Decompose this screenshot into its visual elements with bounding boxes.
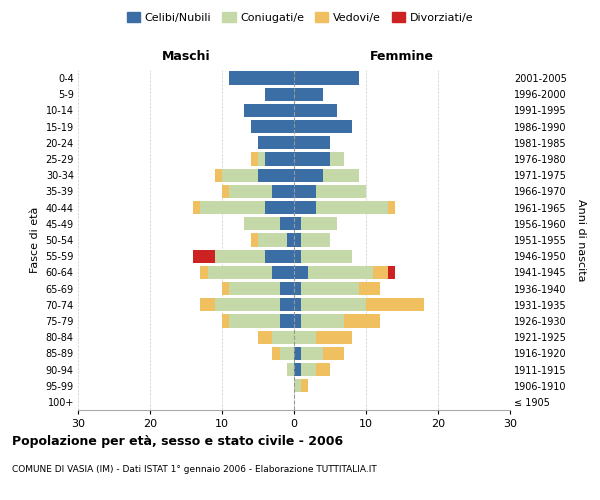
Bar <box>388 266 395 279</box>
Legend: Celibi/Nubili, Coniugati/e, Vedovi/e, Divorziati/e: Celibi/Nubili, Coniugati/e, Vedovi/e, Di… <box>122 8 478 28</box>
Bar <box>258 234 287 246</box>
Text: Femmine: Femmine <box>370 50 434 63</box>
Bar <box>301 250 352 263</box>
Bar <box>294 363 301 376</box>
Bar <box>373 266 388 279</box>
Bar <box>287 363 294 376</box>
Bar <box>308 266 373 279</box>
Bar <box>258 330 272 344</box>
Bar <box>280 346 294 360</box>
Bar <box>222 282 229 295</box>
Bar <box>280 217 294 230</box>
Y-axis label: Fasce di età: Fasce di età <box>30 207 40 273</box>
Bar <box>330 152 344 166</box>
Y-axis label: Anni di nascita: Anni di nascita <box>577 198 586 281</box>
Bar <box>272 330 294 344</box>
Bar <box>294 88 323 101</box>
Bar <box>215 298 280 312</box>
Bar <box>366 298 424 312</box>
Bar <box>301 282 359 295</box>
Bar <box>215 250 265 263</box>
Bar <box>229 314 280 328</box>
Bar <box>265 152 294 166</box>
Bar <box>301 314 344 328</box>
Bar <box>301 298 366 312</box>
Bar <box>258 152 265 166</box>
Bar <box>294 379 301 392</box>
Bar <box>294 72 359 85</box>
Bar <box>258 168 294 182</box>
Bar <box>294 298 301 312</box>
Bar <box>265 250 294 263</box>
Bar <box>272 266 294 279</box>
Bar <box>294 330 316 344</box>
Bar <box>294 201 316 214</box>
Bar <box>301 363 316 376</box>
Bar <box>244 217 280 230</box>
Bar <box>280 298 294 312</box>
Bar <box>251 120 294 134</box>
Bar <box>316 363 330 376</box>
Bar <box>244 104 294 117</box>
Bar <box>294 234 301 246</box>
Bar <box>294 185 316 198</box>
Bar <box>323 168 359 182</box>
Bar <box>272 346 280 360</box>
Bar <box>294 120 352 134</box>
Bar <box>215 168 222 182</box>
Bar <box>229 185 272 198</box>
Bar <box>294 168 323 182</box>
Bar <box>272 185 294 198</box>
Bar <box>323 346 344 360</box>
Text: Popolazione per età, sesso e stato civile - 2006: Popolazione per età, sesso e stato civil… <box>12 435 343 448</box>
Bar <box>265 201 294 214</box>
Bar <box>200 266 208 279</box>
Bar <box>222 168 258 182</box>
Bar <box>193 250 215 263</box>
Bar <box>294 136 330 149</box>
Bar <box>294 282 301 295</box>
Bar <box>280 282 294 295</box>
Bar <box>388 201 395 214</box>
Bar <box>222 314 229 328</box>
Bar <box>344 314 380 328</box>
Bar <box>294 250 301 263</box>
Bar <box>294 152 330 166</box>
Bar <box>316 330 352 344</box>
Bar <box>200 298 215 312</box>
Bar <box>301 379 308 392</box>
Bar <box>258 136 294 149</box>
Bar <box>316 185 366 198</box>
Bar <box>222 185 229 198</box>
Bar <box>251 152 258 166</box>
Bar <box>229 72 294 85</box>
Bar <box>294 104 337 117</box>
Bar <box>359 282 380 295</box>
Bar <box>301 346 323 360</box>
Text: COMUNE DI VASIA (IM) - Dati ISTAT 1° gennaio 2006 - Elaborazione TUTTITALIA.IT: COMUNE DI VASIA (IM) - Dati ISTAT 1° gen… <box>12 465 377 474</box>
Bar <box>200 201 265 214</box>
Bar <box>294 346 301 360</box>
Bar <box>193 201 200 214</box>
Bar <box>316 201 388 214</box>
Bar <box>294 217 301 230</box>
Bar <box>294 314 301 328</box>
Bar <box>229 282 280 295</box>
Text: Maschi: Maschi <box>161 50 211 63</box>
Bar <box>294 266 308 279</box>
Bar <box>208 266 272 279</box>
Bar <box>287 234 294 246</box>
Bar <box>301 217 337 230</box>
Bar <box>265 88 294 101</box>
Bar <box>301 234 330 246</box>
Bar <box>280 314 294 328</box>
Bar <box>251 234 258 246</box>
